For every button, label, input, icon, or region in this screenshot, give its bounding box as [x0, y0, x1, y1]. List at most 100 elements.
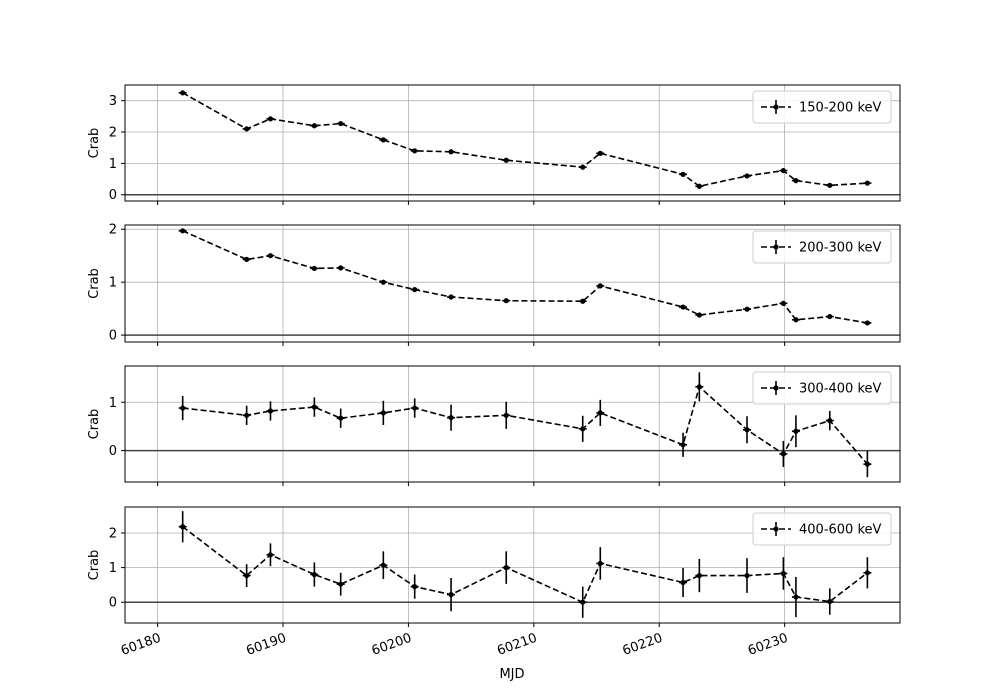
y-tick-label: 3 [109, 94, 117, 109]
y-tick-label: 2 [109, 223, 117, 238]
data-point [597, 410, 603, 416]
data-point [864, 461, 870, 467]
data-point [503, 157, 509, 163]
legend-label: 200-300 keV [799, 241, 882, 256]
series-line [182, 92, 868, 188]
legend-marker-sample [773, 104, 779, 110]
data-point [864, 570, 870, 576]
data-point [380, 562, 386, 568]
data-point [580, 164, 586, 170]
data-point [597, 283, 603, 289]
series-line [182, 230, 868, 324]
y-tick-label: 0 [109, 329, 117, 344]
data-point [244, 572, 250, 579]
plot-frame [124, 506, 901, 624]
panel-2: 0 1 2 Crab 200-300 keV [87, 223, 901, 346]
data-point [448, 294, 454, 300]
y-tick-label: 1 [109, 561, 117, 576]
data-point [180, 405, 186, 411]
y-axis-label: Crab [87, 550, 102, 581]
x-tick-label: 60180 [119, 631, 163, 659]
x-tick-label: 60190 [244, 631, 288, 659]
data-point [696, 384, 702, 390]
data-point [744, 173, 750, 179]
data-point [380, 410, 386, 416]
data-point [412, 286, 418, 293]
y-tick-label: 1 [109, 396, 117, 411]
data-point [864, 320, 870, 326]
data-point [448, 592, 454, 598]
y-tick-label: 1 [109, 276, 117, 291]
panel-4: 0 1 2 60180 60190 60200 60210 60220 60230 Crab 400… [87, 506, 901, 659]
data-point [180, 524, 186, 530]
x-tick-label: 60210 [495, 631, 539, 659]
legend-label: 300-400 keV [799, 382, 882, 397]
legend-box [752, 512, 892, 546]
data-point [793, 178, 799, 184]
data-point [180, 90, 186, 96]
data-point [680, 579, 686, 586]
data-point [267, 408, 274, 414]
legend-label: 150-200 keV [799, 101, 882, 116]
y-axis-label: Crab [87, 268, 102, 299]
data-point [680, 442, 686, 448]
legend-marker-sample [773, 526, 779, 532]
legend-marker-sample [773, 385, 779, 391]
data-point [580, 599, 586, 605]
data-point [827, 598, 833, 605]
data-point [267, 552, 274, 558]
panel-1: 0 1 2 3 Crab 150-200 keV [87, 84, 901, 205]
y-tick-label: 1 [109, 157, 117, 172]
data-point [827, 313, 833, 320]
data-point [696, 572, 702, 579]
legend-box [752, 371, 892, 405]
data-point [338, 581, 344, 587]
data-point [597, 150, 603, 156]
data-point [412, 584, 418, 590]
data-point [503, 564, 509, 571]
data-point [503, 298, 509, 304]
y-tick-label: 0 [109, 444, 117, 459]
data-point [311, 571, 317, 578]
data-point [744, 572, 750, 579]
legend-label: 400-600 keV [799, 523, 882, 538]
data-point [827, 418, 833, 424]
series-line [182, 526, 868, 604]
data-point [311, 123, 317, 129]
data-point [780, 300, 786, 306]
y-tick-label: 0 [109, 596, 117, 611]
data-point [244, 412, 250, 418]
data-point [448, 149, 454, 155]
data-point [793, 317, 799, 323]
x-axis-label: MJD [499, 667, 524, 682]
data-point [244, 256, 250, 263]
data-point [680, 171, 686, 177]
data-point [580, 298, 586, 304]
data-point [780, 451, 786, 457]
legend: 300-400 keV [752, 371, 892, 405]
legend: 400-600 keV [752, 512, 892, 546]
data-point [412, 405, 418, 411]
data-point [267, 116, 274, 122]
y-axis-label: Crab [87, 409, 102, 440]
y-tick-label: 0 [109, 188, 117, 203]
data-point [696, 312, 702, 318]
plot-frame [124, 84, 901, 202]
data-point [827, 182, 833, 188]
data-point [793, 428, 799, 434]
data-point [448, 415, 454, 421]
data-point [680, 304, 686, 310]
y-tick-label: 2 [109, 526, 117, 541]
data-point [338, 265, 344, 271]
data-point [180, 228, 186, 234]
data-point [380, 279, 386, 285]
data-point [793, 594, 799, 600]
data-point [244, 126, 250, 132]
data-point [338, 415, 344, 421]
data-point [780, 167, 786, 174]
data-point [311, 404, 317, 410]
x-tick-label: 60220 [621, 631, 665, 659]
data-point [780, 570, 786, 577]
